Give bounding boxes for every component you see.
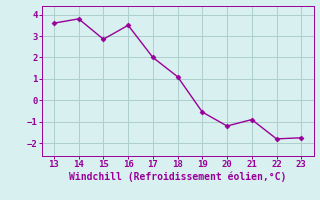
X-axis label: Windchill (Refroidissement éolien,°C): Windchill (Refroidissement éolien,°C) — [69, 172, 286, 182]
